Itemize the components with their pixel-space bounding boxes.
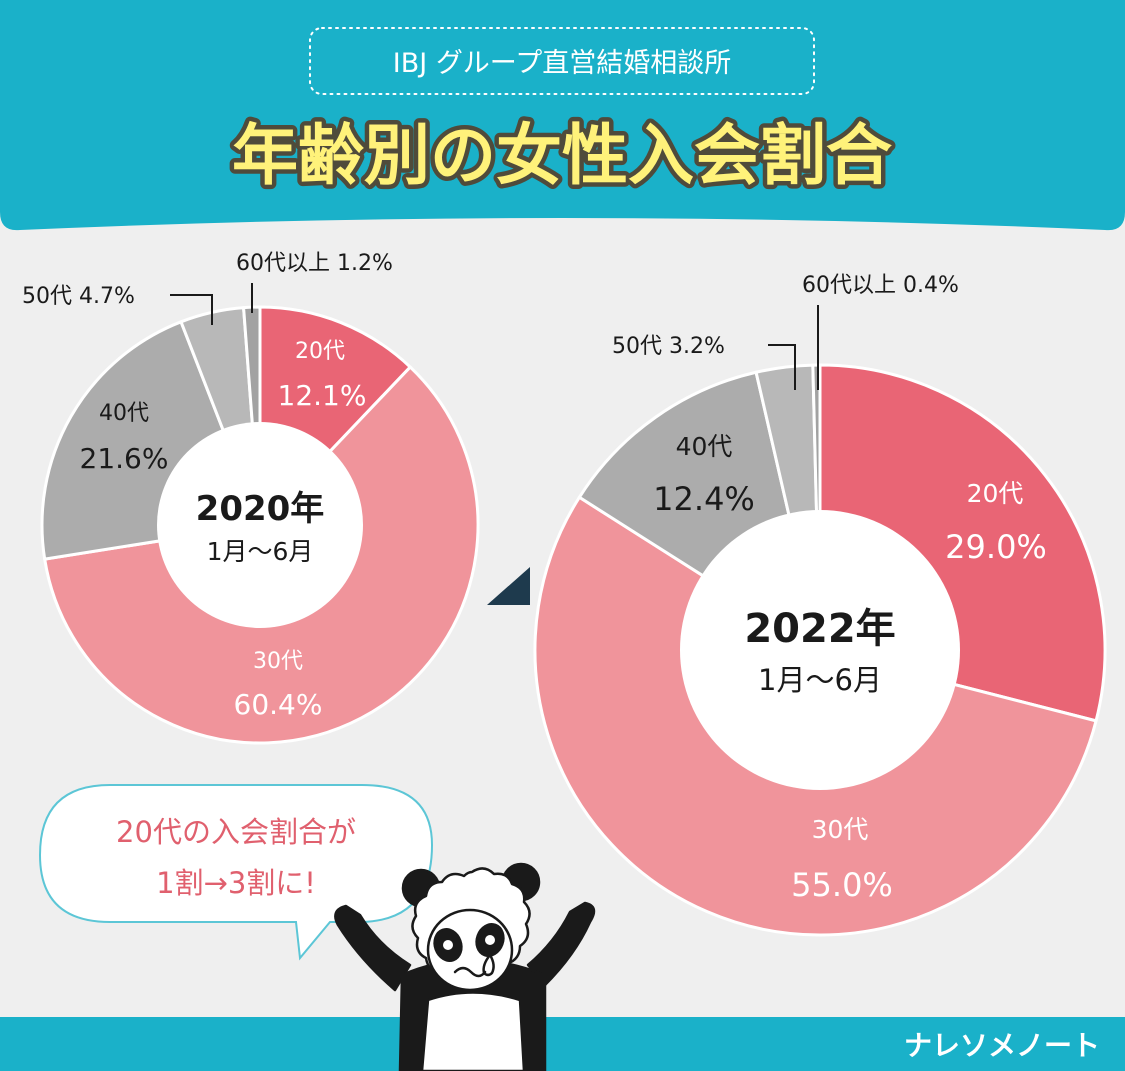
leader-2020-50s <box>170 294 213 325</box>
label-2020-30s-name: 30代 <box>253 649 303 674</box>
panda-right-arm <box>526 901 596 987</box>
label-2020-40s-name: 40代 <box>99 401 149 426</box>
label-2020-50s: 50代 4.7% <box>22 284 135 309</box>
donut-chart-2022: 2022年 1月～6月 20代 29.0% 30代 55.0% 40代 12.4… <box>533 273 1107 937</box>
transition-arrow <box>487 567 530 605</box>
label-2022-30s-value: 55.0% <box>791 866 893 904</box>
label-2022-30s-name: 30代 <box>812 815 869 844</box>
header-background <box>0 0 1125 231</box>
label-2022-40s-name: 40代 <box>676 432 733 461</box>
label-2022-50s: 50代 3.2% <box>612 334 725 359</box>
panda-mouth <box>453 966 487 978</box>
panda-left-arm <box>334 904 412 992</box>
donut-2020-center-label: 2020年 <box>196 489 325 529</box>
label-2020-40s-value: 21.6% <box>80 442 169 475</box>
speech-bubble-line2: 1割→3割に! <box>156 866 316 900</box>
label-2022-20s-value: 29.0% <box>945 528 1047 566</box>
donut-2020-hole <box>157 422 363 628</box>
header-subtitle: IBJ グループ直営結婚相談所 <box>393 48 731 79</box>
label-2020-60s: 60代以上 1.2% <box>236 251 393 276</box>
donut-2022-center-label: 2022年 <box>744 606 895 652</box>
panda-tear <box>482 953 495 977</box>
label-2020-20s-name: 20代 <box>295 339 345 364</box>
panda-belly <box>420 991 526 1071</box>
footer-brand: ナレソメノート <box>904 1029 1100 1062</box>
speech-bubble: 20代の入会割合が 1割→3割に! <box>38 784 434 961</box>
panda-right-eye <box>485 935 495 945</box>
donut-2020-center-sublabel: 1月～6月 <box>207 537 314 566</box>
label-2020-20s-value: 12.1% <box>278 379 367 412</box>
label-2022-60s: 60代以上 0.4% <box>802 273 959 298</box>
panda-character <box>334 862 596 1071</box>
leader-2022-50s <box>768 344 796 390</box>
donut-2022-hole <box>680 510 960 790</box>
footer-bar <box>0 1017 1125 1071</box>
speech-bubble-shape <box>38 784 434 961</box>
subtitle-pill <box>309 27 815 95</box>
label-2022-40s-value: 12.4% <box>653 480 755 518</box>
donut-chart-2020: 2020年 1月～6月 20代 12.1% 30代 60.4% 40代 21.6… <box>22 251 480 745</box>
speech-bubble-line1: 20代の入会割合が <box>116 815 356 849</box>
header-title: 年齢別の女性入会割合 <box>232 117 892 194</box>
donut-2022-center-sublabel: 1月～6月 <box>758 663 882 697</box>
label-2020-30s-value: 60.4% <box>234 688 323 721</box>
label-2022-20s-name: 20代 <box>967 479 1024 508</box>
panda-left-eye <box>443 940 453 950</box>
